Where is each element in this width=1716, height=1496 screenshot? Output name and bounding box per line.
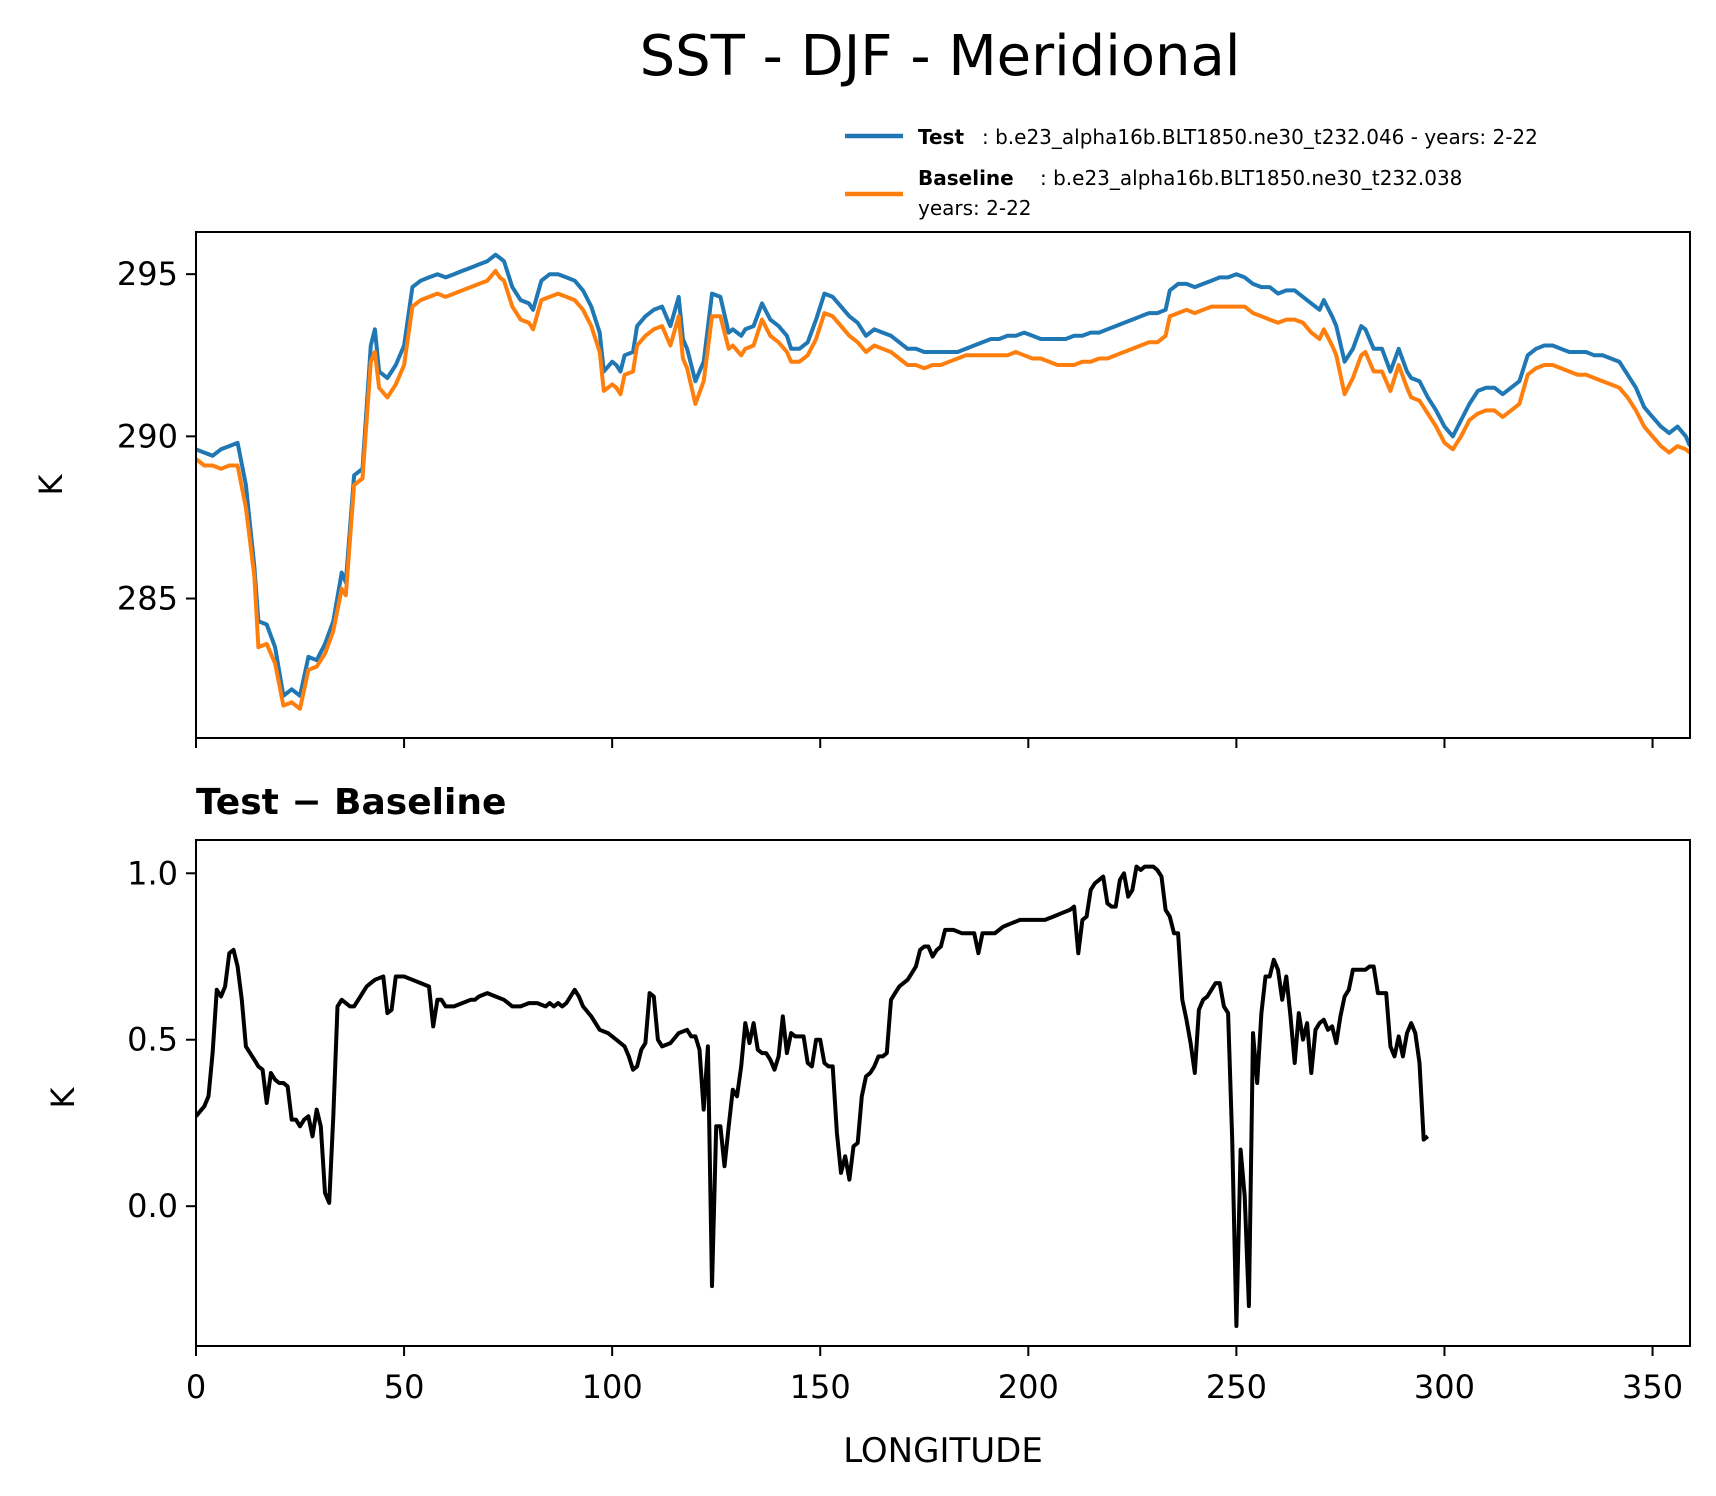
x-tick-label: 150 [790,1368,851,1406]
bottom-y-tick-label: 0.5 [127,1021,178,1059]
legend: Test : b.e23_alpha16b.BLT1850.ne30_t232.… [845,125,1538,220]
x-tick-label: 100 [582,1368,643,1406]
x-tick-label: 50 [384,1368,425,1406]
top-axes-frame [195,231,1691,739]
bottom-axes-frame [195,839,1691,1347]
top-series-line-baseline [196,268,1690,711]
legend-test-desc: : b.e23_alpha16b.BLT1850.ne30_t232.046 -… [982,125,1538,149]
bottom-panel-title: Test − Baseline [196,782,506,823]
legend-baseline-desc: : b.e23_alpha16b.BLT1850.ne30_t232.038 [1040,166,1462,190]
x-tick-label: 300 [1414,1368,1475,1406]
x-tick-label: 250 [1206,1368,1267,1406]
top-series-line-test [196,252,1690,698]
bottom-y-tick-label: 1.0 [127,854,178,892]
top-panel: 285 290 295 K [32,231,1691,748]
x-axis-label: LONGITUDE [843,1431,1043,1471]
bottom-y-axis-label: K [44,1086,82,1108]
legend-test-label: Test [918,125,964,149]
bottom-panel: Test − Baseline 0.0 0.5 1.0 0 50 100 150 200 25… [44,782,1691,1471]
top-y-tick-label: 295 [117,255,178,293]
legend-baseline-label: Baseline [918,166,1014,190]
legend-baseline-desc-line2: years: 2-22 [918,196,1032,220]
bottom-series-line-test-baseline [196,864,1430,1328]
top-y-tick-label: 285 [117,580,178,618]
x-tick-label: 200 [998,1368,1059,1406]
figure-title: SST - DJF - Meridional [640,24,1241,89]
x-tick-label: 350 [1622,1368,1683,1406]
x-tick-label: 0 [186,1368,206,1406]
top-y-tick-label: 290 [117,417,178,455]
top-y-axis-label: K [32,473,70,495]
bottom-y-tick-label: 0.0 [127,1187,178,1225]
